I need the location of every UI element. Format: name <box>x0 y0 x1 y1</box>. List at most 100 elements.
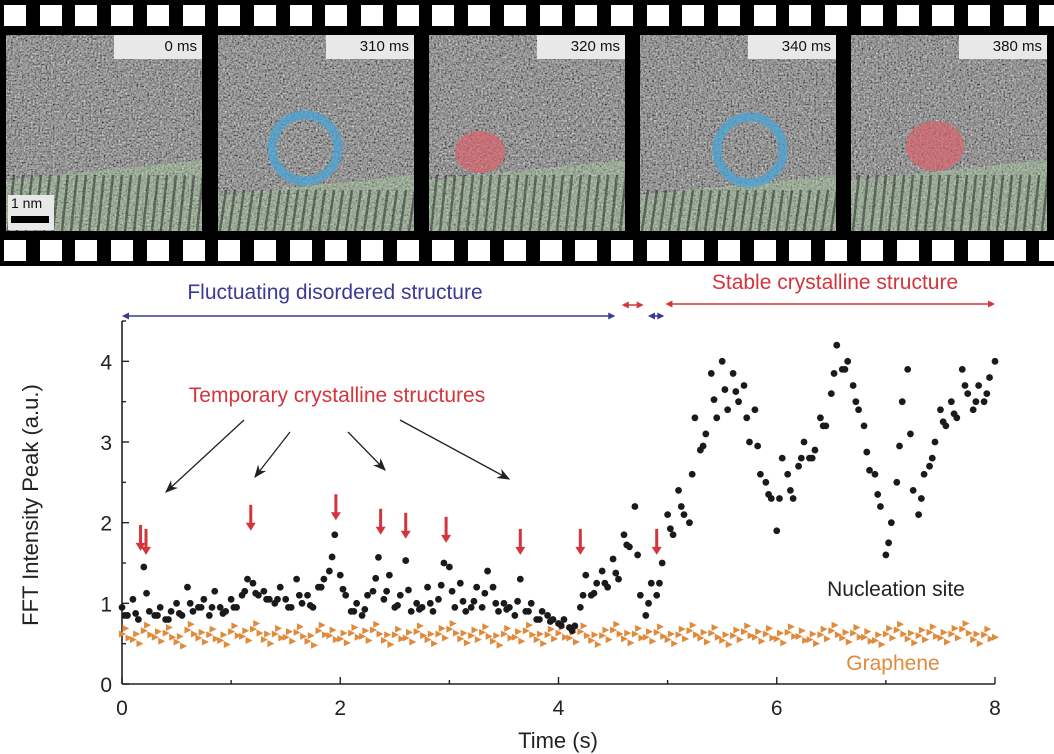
graphene-point <box>915 632 923 640</box>
graphene-point <box>140 627 148 635</box>
graphene-point <box>490 637 498 645</box>
nucleation-point <box>276 583 284 591</box>
frame-time-label: 310 ms <box>326 35 414 59</box>
graphene-point <box>515 628 523 636</box>
nucleation-point <box>227 595 235 603</box>
graphene-point <box>834 631 842 639</box>
nucleation-point <box>860 422 868 430</box>
nucleation-point <box>544 612 551 619</box>
fluctuating-range-arrow-head-right <box>608 312 616 320</box>
nucleation-point <box>129 595 137 603</box>
graphene-point <box>795 632 803 640</box>
nucleation-point <box>473 583 481 591</box>
sprocket-hole <box>610 5 633 26</box>
graphene-point <box>562 633 570 641</box>
sprocket-hole <box>325 5 348 26</box>
nucleation-point <box>710 396 718 404</box>
nucleation-point <box>904 366 912 373</box>
graphene-point <box>431 640 439 648</box>
red-down-arrow-head <box>400 530 411 539</box>
graphene-point <box>769 634 777 642</box>
graphene-point <box>264 630 272 638</box>
graphene-point <box>220 631 228 639</box>
graphene-point <box>540 640 548 648</box>
sprocket-hole <box>718 240 740 261</box>
graphene-point <box>664 636 672 644</box>
graphene-point <box>315 627 323 635</box>
nucleation-point <box>244 575 251 583</box>
graphene-point <box>627 639 635 647</box>
graphene-point <box>875 631 883 639</box>
sprocket-hole <box>182 5 205 26</box>
nucleation-point <box>295 591 303 599</box>
tem-frame: 0 ms 1 nm <box>6 35 202 231</box>
sprocket-hole <box>432 240 455 261</box>
graphene-lattice <box>6 160 202 231</box>
sprocket-hole <box>253 5 276 26</box>
graphene-point <box>813 640 821 648</box>
graphene-point <box>162 629 170 637</box>
graphene-point <box>904 635 912 643</box>
frame-time-label: 320 ms <box>537 35 625 59</box>
nucleation-point <box>909 487 917 494</box>
nucleation-point <box>143 589 150 597</box>
graphene-point <box>507 634 515 642</box>
nucleation-point <box>969 406 977 414</box>
graphene-point <box>293 628 301 636</box>
sprocket-hole <box>4 5 26 26</box>
sprocket-hole <box>753 240 776 261</box>
nucleation-point <box>211 587 219 595</box>
nucleation-point <box>184 583 191 591</box>
nucleation-point <box>928 454 936 462</box>
temporary-label: Temporary crystalline structures <box>189 384 485 407</box>
graphene-point <box>867 637 875 645</box>
nucleation-point <box>953 414 961 422</box>
nucleation-point <box>885 539 893 547</box>
graphene-point <box>708 629 716 637</box>
graphene-point <box>471 626 479 634</box>
graphene-point <box>798 627 806 635</box>
graphene-point <box>359 632 367 640</box>
nucleation-point <box>688 470 696 478</box>
nucleation-point <box>647 579 655 587</box>
nucleation-point <box>718 357 726 365</box>
red-down-arrow-head <box>441 534 452 543</box>
graphene-point <box>605 636 613 644</box>
nucleation-point <box>505 603 513 611</box>
graphene-point <box>922 636 930 644</box>
graphene-point <box>839 634 847 642</box>
graphene-point <box>234 632 242 640</box>
nucleation-point <box>325 567 333 575</box>
nucleation-point <box>686 519 693 527</box>
sprocket-hole <box>753 5 776 26</box>
graphene-point <box>929 623 937 631</box>
graphene-lattice <box>218 175 414 231</box>
nucleation-point <box>926 462 933 470</box>
sprocket-hole <box>682 5 705 26</box>
nucleation-point <box>459 597 467 605</box>
graphene-point <box>398 635 406 643</box>
short-range-arrow-head-right <box>636 301 644 309</box>
x-tick-label: 4 <box>553 697 565 720</box>
nucleation-point <box>762 478 770 486</box>
scale-bar: 1 nm <box>8 195 54 230</box>
nucleation-point <box>369 587 377 595</box>
nucleation-point <box>424 583 431 591</box>
graphene-point <box>278 634 286 642</box>
nucleation-point <box>426 599 434 607</box>
graphene-point <box>217 636 225 644</box>
sprocket-hole <box>575 5 598 26</box>
sprocket-hole <box>253 240 276 261</box>
graphene-point <box>228 628 236 636</box>
graphene-point <box>780 639 788 647</box>
graphene-point <box>806 636 814 644</box>
nucleation-point <box>331 531 339 539</box>
nucleation-point <box>538 608 546 615</box>
graphene-point <box>329 626 337 634</box>
nucleation-point <box>317 583 325 591</box>
nucleation-point <box>937 406 944 414</box>
graphene-point <box>823 635 831 643</box>
scale-bar-label: 1 nm <box>11 195 43 211</box>
graphene-point <box>424 636 432 644</box>
